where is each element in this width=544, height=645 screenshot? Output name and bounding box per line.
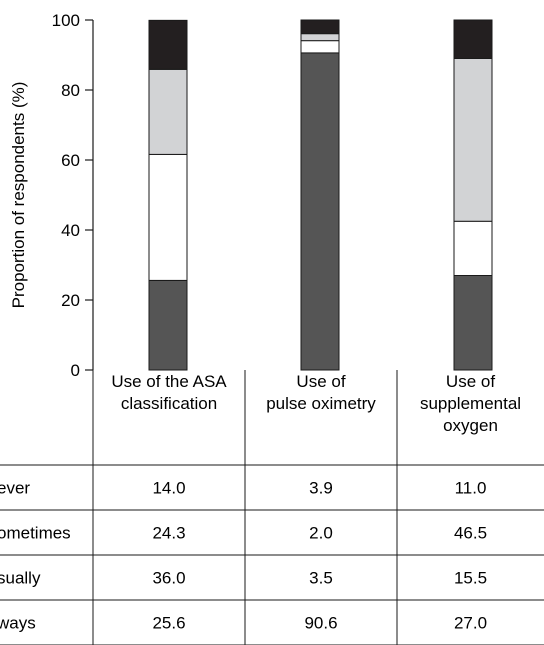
bar-segment bbox=[148, 153, 188, 281]
category-label: oxygen bbox=[443, 416, 498, 435]
data-label: 11.0 bbox=[455, 479, 487, 498]
bars bbox=[148, 19, 493, 371]
y-tick-label: 20 bbox=[61, 291, 80, 310]
bar-segment bbox=[300, 40, 340, 54]
bar-segment bbox=[300, 19, 340, 35]
y-tick-label: 80 bbox=[61, 81, 80, 100]
bar-segment bbox=[453, 275, 493, 371]
bar-segment bbox=[453, 220, 493, 276]
category-label: pulse oximetry bbox=[266, 394, 376, 413]
table-row-label: sually bbox=[0, 569, 41, 588]
data-label: 15.5 bbox=[454, 569, 487, 588]
data-label: 36.0 bbox=[152, 569, 185, 588]
data-label: 90.6 bbox=[304, 614, 337, 633]
bar-segment bbox=[300, 52, 340, 371]
category-label: supplemental bbox=[420, 394, 521, 413]
data-label: 3.9 bbox=[309, 479, 333, 498]
bar-segment bbox=[453, 58, 493, 222]
data-label: 24.3 bbox=[152, 524, 185, 543]
y-tick-label: 100 bbox=[52, 11, 80, 30]
y-axis-label: Proportion of respondents (%) bbox=[9, 82, 28, 309]
table-row-label: ways bbox=[0, 614, 36, 633]
y-tick-label: 0 bbox=[71, 361, 80, 380]
data-table: ever 14.0 3.9 11.0 ometimes 24.3 2.0 46.5 sually… bbox=[0, 479, 487, 633]
category-label: Use of the ASA bbox=[111, 372, 227, 391]
data-label: 27.0 bbox=[454, 614, 487, 633]
category-label: Use of bbox=[296, 372, 345, 391]
category-label: Use of bbox=[446, 372, 495, 391]
bar-segment bbox=[148, 19, 188, 70]
category-labels: Use of the ASA classification Use of pulse … bbox=[111, 372, 521, 435]
data-label: 3.5 bbox=[309, 569, 333, 588]
data-label: 14.0 bbox=[152, 479, 185, 498]
category-label: classification bbox=[121, 394, 217, 413]
bar-segment bbox=[300, 33, 340, 42]
data-label: 2.0 bbox=[309, 524, 333, 543]
y-tick-label: 40 bbox=[61, 221, 80, 240]
bar-segment bbox=[453, 19, 493, 59]
bar-segment bbox=[148, 68, 188, 155]
table-row-label: ometimes bbox=[0, 524, 71, 543]
data-label: 25.6 bbox=[152, 614, 185, 633]
table-grid bbox=[0, 370, 544, 645]
y-tick-label: 60 bbox=[61, 151, 80, 170]
bar-segment bbox=[148, 279, 188, 371]
data-label: 46.5 bbox=[454, 524, 487, 543]
table-row-label: ever bbox=[0, 479, 30, 498]
y-axis: 0 20 40 60 80 100 bbox=[52, 11, 94, 380]
